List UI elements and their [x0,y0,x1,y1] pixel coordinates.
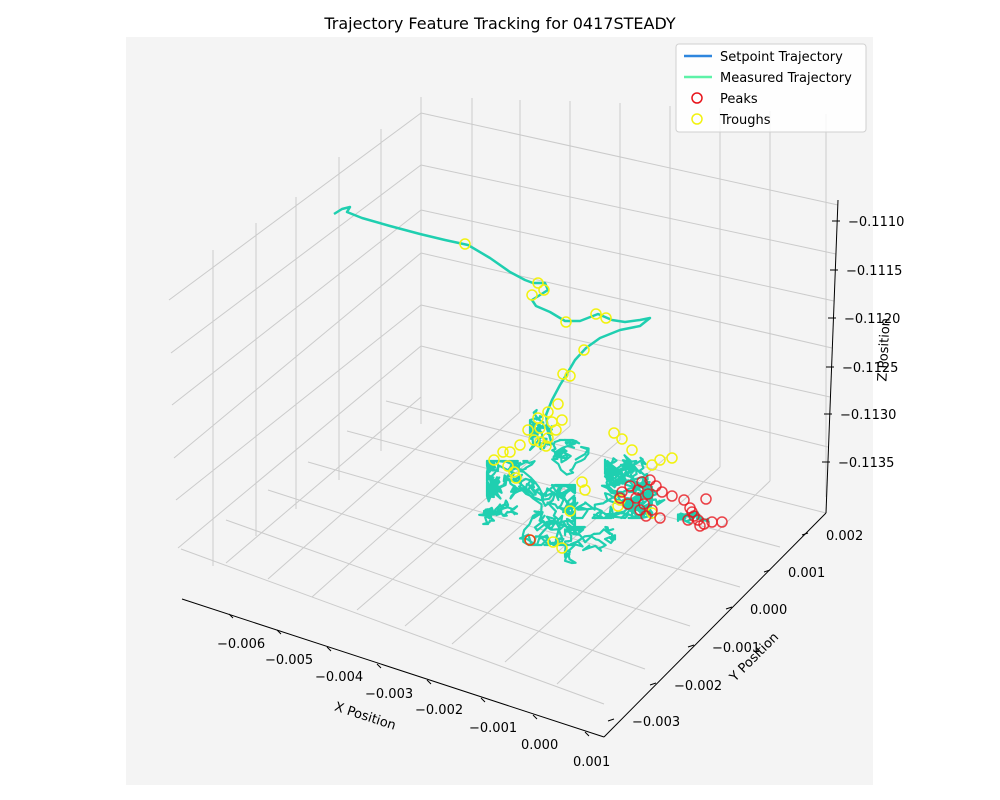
trough-marker [556,542,568,554]
trough-marker [564,370,576,382]
trough-marker [564,505,576,517]
y-tick-label: −0.003 [632,715,680,730]
peak-marker [678,494,690,506]
x-tick-label: −0.004 [315,670,363,685]
trough-marker [646,459,658,471]
y-tick-label: −0.001 [712,641,760,656]
trough-marker [550,424,562,436]
trough-marker [508,466,520,478]
peak-marker [630,492,642,504]
trough-marker [646,507,658,519]
y-tick-label: −0.002 [674,679,722,694]
x-tick-label: −0.001 [469,721,517,736]
trough-marker [502,460,514,472]
legend: Setpoint Trajectory Measured Trajectory Pe… [675,43,867,133]
peak-marker [638,498,650,510]
peak-marker [614,492,626,504]
trough-marker [522,424,534,436]
trough-markers [459,238,678,554]
y-tick-label: 0.001 [788,566,825,581]
z-axis-label: Z Position [875,318,893,382]
chart-title: Trajectory Feature Tracking for 0417STEA… [323,14,676,33]
peak-marker [636,476,648,488]
x-tick-label: −0.003 [365,687,413,702]
legend-label: Troughs [719,113,771,128]
legend-label: Peaks [720,92,758,107]
x-tick-label: −0.006 [217,637,265,652]
x-tick-label: 0.000 [521,738,558,753]
trough-marker [556,414,568,426]
measured-trajectory [333,205,710,565]
peak-marker [650,480,662,492]
trough-marker [616,433,628,445]
z-tick-label: −0.1120 [844,312,900,327]
peak-marker [666,490,678,502]
trough-marker [552,398,564,410]
peak-marker [616,486,628,498]
trough-marker [542,432,554,444]
peak-marker [622,498,634,510]
trough-marker [557,368,569,380]
trough-marker [590,308,602,320]
trough-marker [608,427,620,439]
trough-marker [547,536,559,548]
trough-marker [538,284,550,296]
trough-marker [526,289,538,301]
peak-markers [524,474,728,546]
z-tick-label: −0.1135 [838,456,894,471]
trough-marker [497,446,509,458]
peak-marker [640,510,652,522]
trough-marker [626,444,638,456]
legend-label: Measured Trajectory [720,71,852,86]
legend-swatch [691,113,703,125]
axes-background [126,37,873,785]
peak-marker [694,520,706,532]
trough-marker [578,344,590,356]
peak-marker [700,493,712,505]
trough-marker [576,476,588,488]
trough-marker [510,472,522,484]
trough-marker [532,277,544,289]
trough-marker [542,406,554,418]
trough-marker [528,434,540,446]
z-tick-label: −0.1110 [848,215,904,230]
trough-marker [459,238,471,250]
trough-marker [514,439,526,451]
peak-marker [716,516,728,528]
grid-lines [168,97,839,705]
x-tick-label: 0.001 [573,755,610,770]
peak-marker [646,504,658,516]
trough-marker [534,422,546,434]
z-axis: −0.1110 −0.1115 −0.1120 −0.1125 −0.1130 −0.11… [822,199,904,514]
x-tick-label: −0.002 [415,703,463,718]
trough-marker [654,454,666,466]
z-tick-label: −0.1115 [846,264,902,279]
z-tick-label: −0.1130 [840,408,896,423]
x-tick-label: −0.005 [265,653,313,668]
y-tick-label: 0.002 [826,529,863,544]
trough-marker [600,312,612,324]
legend-label: Setpoint Trajectory [720,50,843,65]
y-tick-label: 0.000 [750,603,787,618]
peak-marker [682,514,694,526]
legend-swatch [691,92,703,104]
trough-marker [560,316,572,328]
trough-marker [579,484,591,496]
peak-marker [634,504,646,516]
trough-marker [504,446,516,458]
peak-marker [654,512,666,524]
trough-marker [666,452,678,464]
peak-marker [642,488,654,500]
peak-marker [656,486,668,498]
peak-marker [524,534,536,546]
trough-marker [540,440,552,452]
z-tick-label: −0.1125 [842,361,898,376]
peak-marker [644,474,656,486]
trough-marker [488,454,500,466]
